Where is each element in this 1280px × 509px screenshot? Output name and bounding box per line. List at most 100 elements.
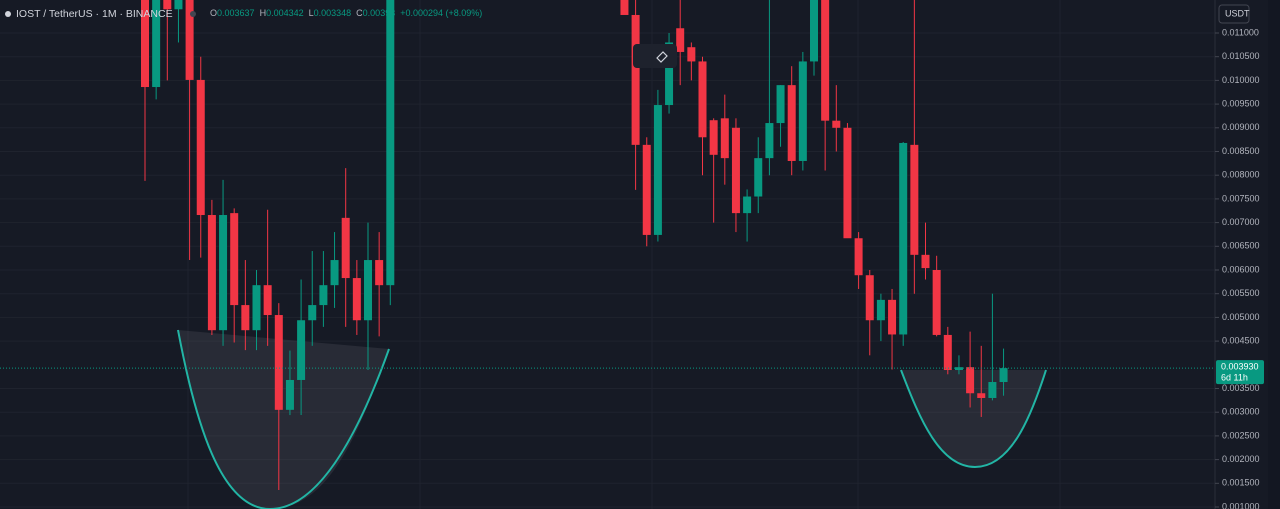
y-axis: 0.001000 0.001500 0.002000 0.002500 0.003000… [1215, 27, 1260, 509]
y-tick-label: 0.005000 [1222, 312, 1260, 322]
candle-body [743, 196, 752, 214]
candle-body [230, 213, 239, 306]
ohlc-value: 0.004342 [266, 8, 304, 18]
candle-body [854, 238, 863, 276]
candle-body [241, 305, 250, 331]
countdown: 6d 11h [1221, 372, 1248, 382]
chart-title: IOST / TetherUS · 1M · BINANCE [16, 8, 173, 20]
ohlc-label: H [260, 8, 267, 18]
candle-body [386, 0, 395, 286]
candle-body [687, 47, 696, 62]
candle-body [698, 61, 707, 138]
candle-body [899, 142, 908, 335]
candle-body [865, 275, 874, 321]
y-tick-label: 0.006000 [1222, 264, 1260, 274]
candle-body [375, 260, 384, 286]
grid [0, 0, 1215, 509]
y-tick-label: 0.004500 [1222, 335, 1260, 345]
eraser-icon[interactable] [656, 51, 668, 63]
candle-body [954, 367, 963, 371]
symbol-icon [5, 11, 11, 17]
candle-body [163, 0, 172, 10]
y-tick-label: 0.010500 [1222, 51, 1260, 61]
currency-button[interactable] [1218, 4, 1250, 24]
candle-body [252, 285, 261, 331]
candle-body [319, 285, 328, 306]
y-tick-label: 0.001000 [1222, 501, 1260, 509]
candle-body [141, 0, 149, 88]
candle-body [720, 118, 729, 159]
candle-body [731, 127, 740, 214]
candle-body [798, 61, 807, 161]
ohlc-value: 0.003637 [217, 8, 255, 18]
ohlc-legend: O0.003637 H0.004342 L0.003348 C0.00393 +0.00… [210, 8, 482, 18]
last-price-label: 0.003930 [1221, 361, 1259, 371]
cup-fill [901, 370, 1046, 467]
candle-body [910, 144, 919, 255]
candle-body [219, 215, 228, 331]
candle-body [185, 0, 194, 80]
candle-body [274, 315, 283, 410]
candle-body [821, 0, 830, 121]
candle-body [676, 28, 685, 52]
last-price-box [1216, 360, 1264, 385]
ohlc-label: C [356, 8, 363, 18]
candle-body [999, 368, 1008, 383]
candle-body [352, 278, 361, 321]
candle-body [754, 158, 763, 197]
candle-body [196, 79, 205, 216]
candle-body [787, 85, 796, 161]
ohlc-label: O [210, 8, 217, 18]
cup-fill [178, 330, 389, 509]
y-tick-label: 0.006500 [1222, 241, 1260, 251]
candle-body [364, 260, 372, 321]
y-tick-label: 0.005500 [1222, 288, 1260, 298]
ohlc-value: 0.00393 [363, 8, 396, 18]
y-tick-label: 0.007000 [1222, 217, 1260, 227]
y-tick-label: 0.002500 [1222, 430, 1260, 440]
candle-body [152, 0, 161, 88]
ohlc-label: L [309, 8, 314, 18]
status-dot [190, 11, 196, 17]
y-tick-label: 0.010000 [1222, 75, 1260, 85]
candle-body [776, 85, 785, 124]
currency[interactable]: USDT [1225, 8, 1250, 18]
y-tick-label: 0.002000 [1222, 454, 1260, 464]
candle-body [765, 123, 774, 159]
candle-body [921, 254, 930, 269]
y-tick-label: 0.003500 [1222, 383, 1260, 393]
drawing-toolbar[interactable] [633, 44, 677, 68]
y-tick-label: 0.008500 [1222, 146, 1260, 156]
candle-body [642, 144, 651, 235]
candle-body [285, 379, 294, 410]
candle-body [988, 382, 997, 398]
y-tick-label: 0.009500 [1222, 98, 1260, 108]
candle-body [330, 260, 339, 286]
candle-body [263, 285, 272, 316]
y-tick-label: 0.009000 [1222, 122, 1260, 132]
right-toolbar [1268, 0, 1280, 509]
cup-curve[interactable] [900, 369, 1047, 469]
candle-body [810, 0, 818, 62]
ohlc-value: 0.003348 [314, 8, 352, 18]
candle-body [876, 299, 885, 321]
candle-body [207, 215, 216, 331]
candle-body [297, 320, 306, 380]
candle-body [932, 270, 941, 335]
candle-body [943, 334, 952, 371]
candle-body [966, 367, 975, 394]
y-tick-label: 0.007500 [1222, 193, 1260, 203]
y-tick-label: 0.003000 [1222, 407, 1260, 417]
candle-body [709, 120, 718, 155]
candle-body [843, 127, 852, 239]
candle-body [341, 217, 350, 279]
candles [141, 0, 1008, 490]
candle-body [665, 42, 674, 106]
candle-body [620, 0, 629, 15]
drawings [177, 329, 1047, 509]
y-tick-label: 0.001500 [1222, 478, 1260, 488]
candle-body [631, 14, 640, 145]
candle-body [888, 299, 897, 335]
